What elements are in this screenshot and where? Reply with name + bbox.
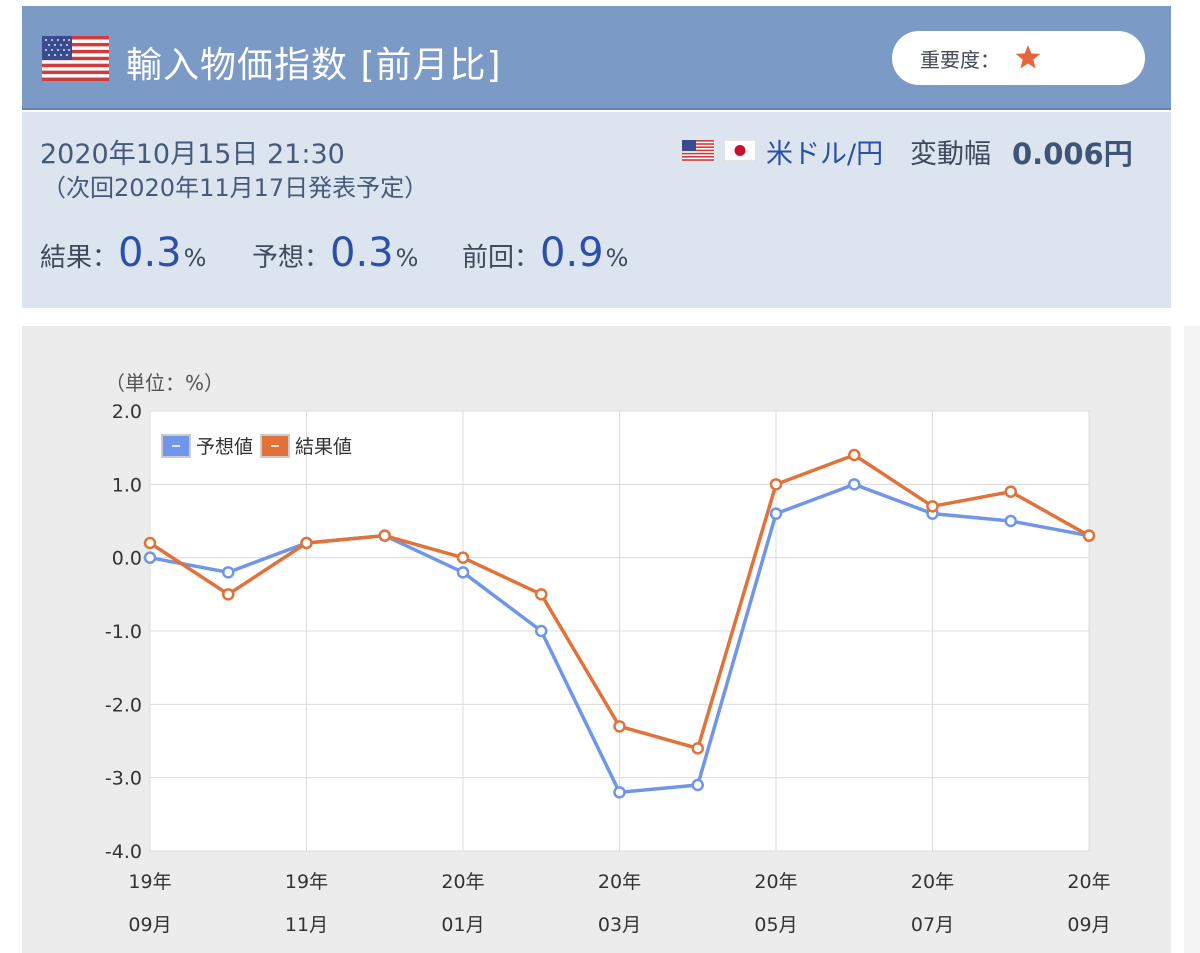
y-tick-label: -4.0: [105, 841, 142, 863]
y-tick-label: -3.0: [105, 768, 142, 790]
result-unit: %: [183, 244, 207, 272]
data-point: [456, 566, 470, 579]
data-point: [848, 448, 861, 462]
x-tick-month: 11月: [285, 914, 328, 936]
x-tick-year: 20年: [598, 871, 641, 893]
data-point: [691, 778, 704, 792]
x-tick-month: 03月: [598, 914, 641, 936]
data-point: [222, 588, 235, 601]
indicator-header: 輸入物価指数 [前月比] 重要度：: [22, 6, 1171, 110]
y-tick-label: -1.0: [105, 621, 142, 643]
us-flag-icon: [682, 140, 714, 161]
data-point: [613, 786, 626, 799]
y-tick-label: 1.0: [112, 474, 142, 496]
data-point: [222, 566, 235, 579]
scroll-edge: [1184, 326, 1200, 953]
x-tick-year: 19年: [128, 871, 171, 893]
data-point: [300, 536, 313, 550]
chart-panel: 2.0 1.0 0.0 -1.0 -2.0 -3.0 -4.0 19年 09月 19年 11月 20年…: [22, 326, 1171, 953]
result-label: 結果：: [40, 243, 119, 273]
range-value: 0.006円: [1012, 137, 1133, 171]
y-tick-label: -2.0: [105, 694, 142, 716]
forecast-unit: %: [395, 244, 419, 272]
us-flag-icon: [42, 36, 109, 81]
release-info-panel: 2020年10月15日 21:30 （次回2020年11月17日発表予定） 米ド…: [22, 112, 1171, 308]
importance-label: 重要度：: [920, 48, 1000, 72]
line-chart: 2.0 1.0 0.0 -1.0 -2.0 -3.0 -4.0 19年 09月 19年 11月 20年…: [105, 371, 1111, 936]
previous-label: 前回：: [462, 243, 541, 273]
page-title: 輸入物価指数 [前月比]: [126, 45, 502, 86]
data-point: [535, 624, 548, 638]
x-tick-month: 01月: [441, 914, 484, 936]
legend-label: 結果値: [295, 436, 352, 458]
data-point: [456, 551, 470, 564]
data-point: [1004, 485, 1017, 498]
x-tick-year: 19年: [285, 871, 328, 893]
y-tick-label: 2.0: [112, 401, 142, 423]
previous-unit: %: [605, 244, 629, 272]
previous-stat: 前回：0.9%: [462, 230, 628, 276]
unit-label: （単位：%）: [105, 371, 224, 395]
x-tick-year: 20年: [1067, 871, 1110, 893]
x-tick-month: 09月: [1067, 914, 1110, 936]
data-point: [1004, 514, 1017, 528]
legend-label: 予想値: [196, 436, 253, 458]
data-point: [769, 478, 783, 491]
importance-badge: 重要度：: [892, 31, 1145, 85]
forecast-stat: 予想：0.3%: [252, 230, 418, 276]
data-point: [769, 507, 783, 520]
star-icon: [1015, 45, 1041, 69]
next-release-date: （次回2020年11月17日発表予定）: [42, 174, 429, 202]
data-point: [535, 588, 548, 601]
previous-value: 0.9: [540, 230, 604, 276]
data-point: [926, 500, 939, 513]
data-point: [1082, 529, 1096, 542]
data-point: [143, 536, 157, 550]
release-datetime: 2020年10月15日 21:30: [40, 139, 345, 170]
y-tick-label: 0.0: [112, 548, 142, 570]
x-tick-year: 20年: [754, 871, 797, 893]
forecast-value: 0.3: [330, 230, 394, 276]
x-tick-year: 20年: [441, 871, 484, 893]
x-tick-month: 09月: [128, 914, 171, 936]
result-stat: 結果：0.3%: [40, 230, 206, 276]
currency-pair-link[interactable]: 米ドル/円: [766, 139, 884, 170]
result-value: 0.3: [118, 230, 182, 276]
data-point: [613, 720, 626, 733]
x-tick-month: 07月: [911, 914, 954, 936]
jp-flag-icon: [724, 140, 756, 161]
data-point: [848, 478, 861, 491]
forecast-label: 予想：: [252, 243, 331, 273]
x-tick-month: 05月: [754, 914, 797, 936]
range-label: 変動幅: [910, 139, 991, 170]
data-point: [378, 529, 391, 542]
x-tick-year: 20年: [911, 871, 954, 893]
data-point: [143, 551, 157, 564]
data-point: [691, 742, 704, 755]
